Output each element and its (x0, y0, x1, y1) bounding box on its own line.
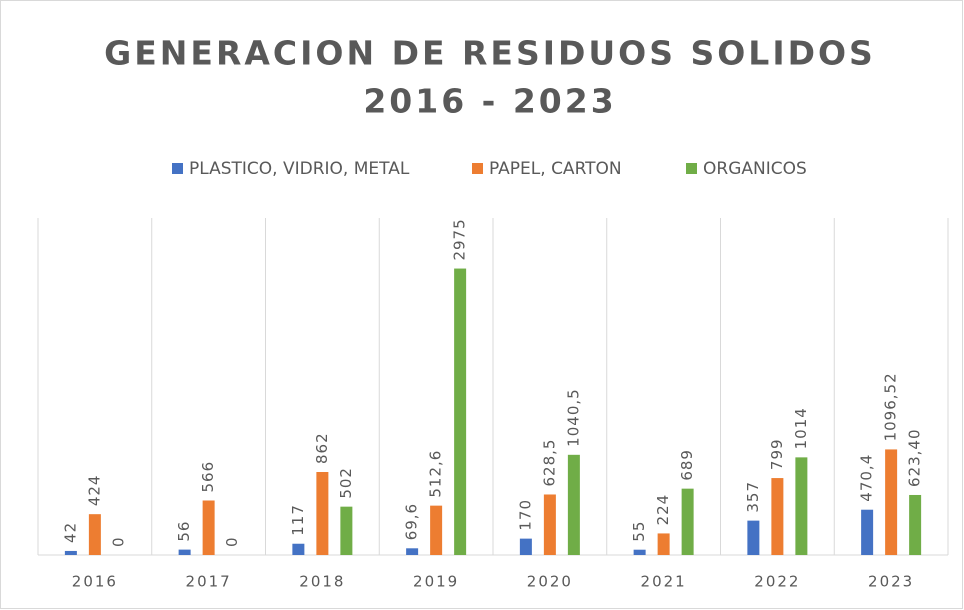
x-tick-label: 2021 (641, 573, 687, 591)
bar (178, 549, 191, 555)
bar (454, 268, 467, 555)
chart-title: 2016 - 2023 (363, 82, 616, 121)
bar (681, 488, 694, 555)
value-label: 424 (85, 475, 103, 507)
value-label: 117 (289, 504, 307, 536)
bar (64, 550, 77, 555)
x-tick-label: 2023 (868, 573, 914, 591)
x-tick-label: 2020 (527, 573, 573, 591)
value-label: 42 (61, 522, 79, 543)
value-label: 357 (744, 481, 762, 513)
value-label: 628,5 (540, 439, 558, 487)
value-label: 502 (337, 467, 355, 499)
x-tick-label: 2017 (186, 573, 232, 591)
value-label: 2975 (451, 218, 469, 260)
x-tick-label: 2018 (299, 573, 345, 591)
bar (747, 520, 760, 555)
legend-label: PLASTICO, VIDRIO, METAL (189, 159, 410, 179)
value-label: 1040,5 (564, 388, 582, 447)
bar (202, 500, 215, 555)
value-label: 1096,52 (882, 372, 900, 441)
bar (657, 533, 670, 555)
value-label: 689 (678, 449, 696, 481)
bar (909, 494, 922, 555)
bar (292, 543, 305, 555)
legend-label: PAPEL, CARTON (489, 159, 622, 179)
value-label: 566 (199, 461, 217, 493)
bar (88, 514, 101, 555)
bar (316, 472, 329, 555)
bar (771, 478, 784, 555)
value-label: 69,6 (403, 503, 421, 540)
value-label: 56 (175, 521, 193, 542)
bar (795, 457, 808, 555)
value-label: 512,6 (427, 450, 445, 498)
value-label: 0 (109, 536, 127, 547)
value-label: 862 (313, 432, 331, 464)
legend-swatch (686, 163, 697, 174)
value-label: 55 (630, 521, 648, 542)
x-tick-label: 2019 (413, 573, 459, 591)
x-tick-label: 2022 (754, 573, 800, 591)
legend-swatch (472, 163, 483, 174)
value-label: 170 (516, 499, 534, 531)
bar (543, 494, 556, 555)
bar (519, 538, 532, 555)
bar (885, 449, 898, 555)
value-label: 470,4 (858, 454, 876, 502)
legend-swatch (172, 163, 183, 174)
value-label: 224 (654, 494, 672, 526)
bar (567, 454, 580, 555)
value-label: 0 (223, 536, 241, 547)
value-label: 799 (768, 438, 786, 470)
bar (633, 549, 646, 555)
bar (406, 548, 419, 555)
legend-label: ORGANICOS (703, 159, 807, 179)
bar (430, 505, 443, 555)
x-tick-label: 2016 (72, 573, 118, 591)
value-label: 623,40 (906, 428, 924, 487)
bar (340, 506, 353, 555)
value-label: 1014 (792, 407, 810, 449)
chart-title: GENERACION DE RESIDUOS SOLIDOS (104, 34, 876, 73)
bar (861, 509, 874, 555)
